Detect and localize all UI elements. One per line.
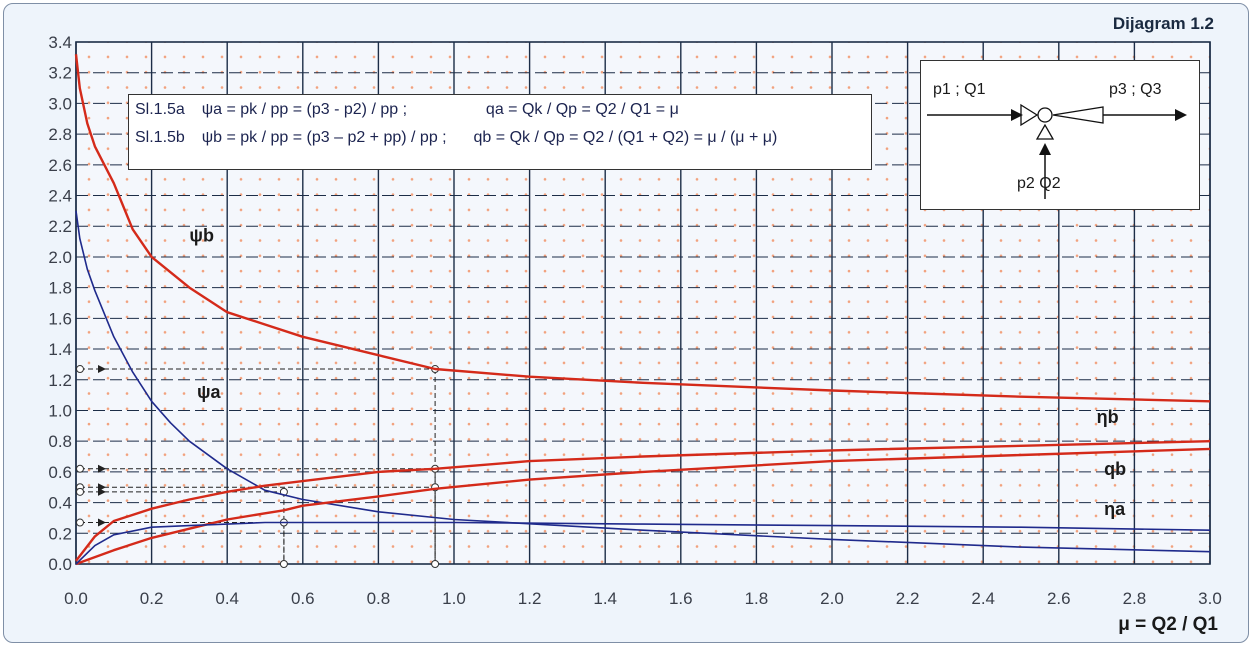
y-tick-label: 1.0	[48, 401, 72, 420]
diffuser-icon	[1052, 106, 1104, 124]
y-tick-label: 1.6	[48, 309, 72, 328]
x-tick-label: 1.4	[593, 589, 617, 608]
side-nozzle-icon	[1035, 123, 1055, 140]
y-tick-labels: 0.0 0.2 0.4 0.6 0.8 1.0 1.2 1.4 1.6 1.8 2.0 2.2 2.4 2…	[48, 33, 72, 574]
x-tick-label: 0.4	[215, 589, 239, 608]
guide-arrowhead	[98, 518, 106, 527]
curve-label: ηa	[1104, 499, 1126, 519]
x-tick-label: 1.2	[518, 589, 542, 608]
curve-labels: ψb ψa ηb qb ηa	[189, 226, 1126, 519]
diagram-frame: 0.0 0.2 0.4 0.6 0.8 1.0 1.2 1.4 1.6 1.8 2.0 2.2 2.4 2…	[3, 3, 1249, 643]
x-tick-label: 1.6	[669, 589, 693, 608]
plot-border	[75, 41, 1211, 565]
guide-arrowhead	[98, 464, 106, 473]
curve-label: qb	[1104, 459, 1126, 479]
formula-ref-b: Sl.1.5b	[135, 129, 185, 146]
x-tick-label: 2.4	[971, 589, 995, 608]
formula-row-b: Sl.1.5b ψb = pk / pp = (p3 – p2 + pp) / …	[135, 129, 777, 147]
x-tick-label: 0.6	[291, 589, 315, 608]
diagram-title: Dijagram 1.2	[1112, 14, 1214, 33]
guide-axis-point	[76, 464, 84, 473]
x-tick-label: 3.0	[1198, 589, 1222, 608]
y-tick-label: 0.6	[48, 463, 72, 482]
series-line-0	[74, 54, 1211, 403]
x-tick-label: 2.6	[1047, 589, 1071, 608]
y-tick-label: 0.2	[48, 524, 72, 543]
y-tick-label: 1.2	[48, 371, 72, 390]
y-tick-label: 1.4	[48, 340, 72, 359]
series-line-2	[75, 440, 1211, 562]
side-label: p2 Q2	[1017, 175, 1061, 192]
y-tick-label: 0.4	[48, 494, 72, 513]
ejector-schema: p1 ; Q1 p3 ; Q3 p2 Q2	[920, 60, 1200, 210]
guide-axis-point	[76, 487, 84, 496]
x-tick-label: 0.8	[367, 589, 391, 608]
inlet-arrowhead	[1011, 109, 1023, 121]
series-layer	[74, 54, 1211, 566]
x-tick-label: 0.2	[140, 589, 164, 608]
y-tick-label: 2.0	[48, 248, 72, 267]
y-tick-label: 2.8	[48, 125, 72, 144]
x-tick-labels: 0.0 0.2 0.4 0.6 0.8 1.0 1.2 1.4 1.6 1.8 2.0 2.2 2.4 2…	[64, 589, 1222, 608]
guide-axis-point	[76, 365, 84, 374]
outlet-arrowhead	[1175, 109, 1187, 121]
x-tick-label: 2.8	[1123, 589, 1147, 608]
inlet-label: p1 ; Q1	[933, 81, 986, 98]
x-tick-label: 0.0	[64, 589, 88, 608]
y-tick-label: 0.0	[48, 555, 72, 574]
y-tick-label: 2.4	[48, 187, 72, 206]
x-tick-label: 1.8	[745, 589, 769, 608]
y-tick-label: 3.2	[48, 64, 72, 83]
curve-label: ψa	[197, 382, 222, 402]
guide-x-point	[431, 560, 440, 568]
formula-ref-a: Sl.1.5a	[135, 101, 185, 118]
curve-label: ψb	[189, 226, 214, 246]
y-tick-label: 2.6	[48, 156, 72, 175]
formula-psi-a: ψa = pk / pp = (p3 - p2) / pp ;	[201, 101, 408, 118]
x-axis-label: μ = Q2 / Q1	[1118, 614, 1218, 635]
y-tick-label: 3.0	[48, 94, 72, 113]
x-tick-label: 2.0	[820, 589, 844, 608]
guide-x-point	[279, 560, 288, 568]
formula-q-a: qa = Qk / Qp = Q2 / Q1 = μ	[485, 101, 679, 118]
y-tick-label: 1.8	[48, 279, 72, 298]
formula-row-a: Sl.1.5a ψa = pk / pp = (p3 - p2) / pp ; …	[135, 101, 679, 119]
nozzle-icon	[1020, 103, 1039, 127]
guide-arrowhead	[98, 487, 106, 496]
y-tick-label: 0.8	[48, 432, 72, 451]
y-tick-label: 3.4	[48, 33, 72, 52]
outlet-label: p3 ; Q3	[1109, 81, 1162, 98]
formula-q-b: qb = Qk / Qp = Q2 / (Q1 + Q2) = μ / (μ +…	[473, 129, 778, 146]
curve-label: ηb	[1097, 407, 1119, 427]
series-line-1	[75, 210, 1211, 553]
series-line-3	[75, 447, 1211, 566]
mixing-chamber-icon	[1037, 107, 1053, 123]
side-arrowhead	[1039, 143, 1051, 155]
guide-axis-point	[76, 518, 84, 527]
ejector-schema-drawing	[927, 103, 1187, 199]
guide-arrowhead	[98, 365, 106, 374]
y-tick-label: 2.2	[48, 217, 72, 236]
x-tick-label: 1.0	[442, 589, 466, 608]
formula-psi-b: ψb = pk / pp = (p3 – p2 + pp) / pp ;	[201, 129, 447, 146]
series-line-4	[75, 521, 1211, 565]
formula-box: Sl.1.5a ψa = pk / pp = (p3 - p2) / pp ; …	[128, 94, 872, 170]
x-tick-label: 2.2	[896, 589, 920, 608]
